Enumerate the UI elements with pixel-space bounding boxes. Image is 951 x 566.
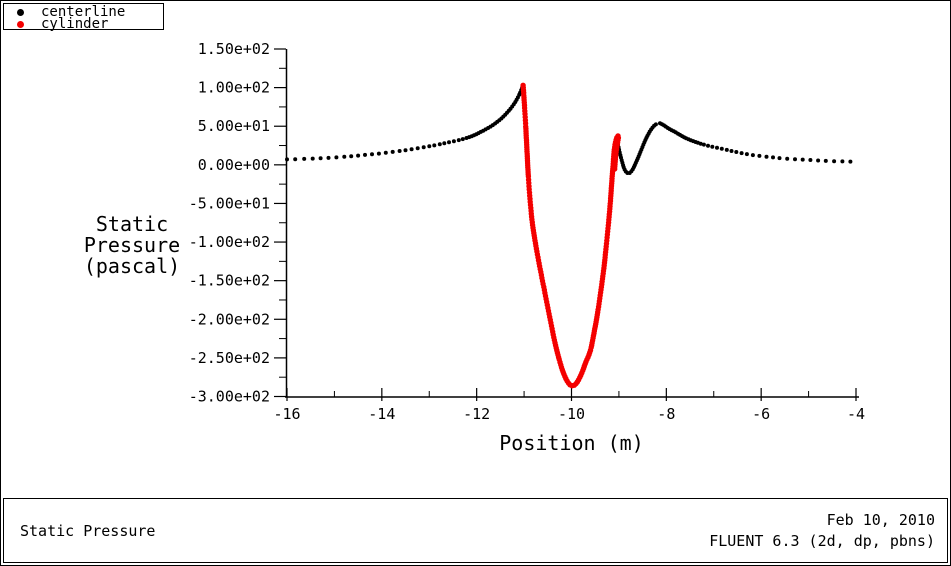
footer-bar: Static Pressure Feb 10, 2010 FLUENT 6.3 …: [3, 498, 948, 563]
centerline-data-point: [764, 154, 769, 159]
legend-label-cylinder: cylinder: [41, 16, 109, 32]
centerline-data-point: [698, 141, 703, 146]
y-tick-label: -5.00e+01: [189, 194, 270, 212]
centerline-data-point: [832, 159, 837, 164]
footer-date: Feb 10, 2010: [826, 510, 935, 529]
centerline-data-point: [334, 155, 339, 160]
centerline-data-point: [397, 149, 402, 153]
y-tick-label: -2.00e+02: [189, 310, 270, 328]
centerline-data-point: [785, 156, 790, 161]
y-tick-label: -1.00e+02: [189, 233, 270, 251]
centerline-data-point: [310, 156, 315, 161]
cylinder-marker-icon: [17, 21, 24, 28]
centerline-data-point: [719, 146, 724, 151]
centerline-data-point: [302, 156, 307, 161]
centerline-data-point: [427, 144, 432, 149]
x-tick-label: -4: [847, 405, 865, 423]
footer-info: Feb 10, 2010 FLUENT 6.3 (2d, dp, pbns): [709, 510, 947, 552]
x-tick-label: -12: [463, 405, 490, 423]
centerline-data-point: [757, 153, 762, 158]
centerline-data-point: [342, 154, 347, 159]
centerline-data-point: [840, 159, 845, 164]
centerline-data-point: [456, 138, 461, 143]
centerline-data-point: [349, 154, 354, 159]
y-tick-label: -3.00e+02: [189, 388, 270, 406]
centerline-data-point: [734, 150, 739, 154]
centerline-data-point: [777, 156, 782, 161]
x-tick-label: -16: [273, 405, 300, 423]
legend-label-centerline: centerline: [41, 4, 126, 20]
centerline-data-point: [724, 147, 729, 152]
centerline-data-point: [744, 152, 749, 157]
centerline-data-point: [293, 157, 298, 162]
centerline-data-point: [370, 152, 374, 157]
centerline-data-point: [390, 149, 395, 154]
centerline-data-point: [793, 157, 797, 162]
centerline-data-point: [715, 145, 719, 150]
centerline-data-point: [447, 140, 451, 145]
centerline-data-point: [739, 151, 744, 156]
centerline-data-point: [729, 149, 734, 153]
centerline-data-point: [701, 142, 706, 147]
y-tick-label: -1.50e+02: [189, 272, 270, 290]
y-tick-label: 1.50e+02: [198, 40, 270, 58]
x-axis-title: Position (m): [499, 431, 644, 455]
xy-plot: 1.50e+02 1.00e+02 5.00e+01 0.00e+00 -5.00e+0…: [84, 40, 865, 455]
footer-app-version: FLUENT 6.3 (2d, dp, pbns): [709, 531, 935, 550]
x-tick-label: -6: [752, 405, 770, 423]
centerline-data-point: [848, 159, 853, 164]
y-tick-label: 0.00e+00: [198, 156, 270, 174]
centerline-data-point: [706, 143, 710, 148]
centerline-data-point: [750, 153, 755, 158]
centerline-data-point: [442, 141, 447, 146]
centerline-data-point: [653, 122, 658, 127]
x-tick-label: -14: [368, 405, 395, 423]
legend-item-centerline: centerline: [4, 4, 163, 20]
centerline-data-point: [710, 144, 715, 149]
centerline-data-point: [771, 155, 775, 160]
y-axis-title: Pressure: [84, 233, 180, 257]
y-axis-title: (pascal): [84, 254, 180, 278]
centerline-data-point: [816, 158, 821, 163]
y-axis-title: Static: [96, 212, 168, 236]
centerline-data-point: [800, 157, 805, 162]
y-tick-label: 5.00e+01: [198, 117, 270, 135]
centerline-data-point: [808, 158, 813, 162]
x-tick-label: -8: [657, 405, 675, 423]
legend-item-cylinder: cylinder: [4, 16, 163, 32]
y-tick-label: -2.50e+02: [189, 349, 270, 367]
centerline-data-point: [403, 148, 408, 153]
centerline-data-point: [437, 142, 442, 147]
centerline-data-point: [421, 145, 426, 150]
centerline-data-point: [356, 153, 361, 158]
centerline-data-point: [363, 152, 367, 157]
centerline-data-point: [326, 155, 331, 160]
legend: centerline cylinder: [3, 3, 164, 32]
centerline-data-point: [376, 151, 381, 156]
y-tick-label: 1.00e+02: [198, 79, 270, 97]
centerline-data-point: [415, 146, 420, 151]
plot-title: Static Pressure: [20, 521, 156, 540]
x-tick-label: -10: [558, 405, 585, 423]
centerline-data-point: [432, 143, 437, 148]
centerline-data-point: [318, 156, 323, 161]
centerline-data-point: [285, 157, 289, 162]
cylinder-data-point: [612, 166, 618, 172]
centerline-data-point: [823, 158, 828, 163]
centerline-data-point: [383, 150, 388, 155]
centerline-data-point: [409, 147, 414, 152]
centerline-data-point: [460, 137, 465, 142]
centerline-data-point: [451, 139, 456, 144]
centerline-marker-icon: [17, 9, 24, 16]
